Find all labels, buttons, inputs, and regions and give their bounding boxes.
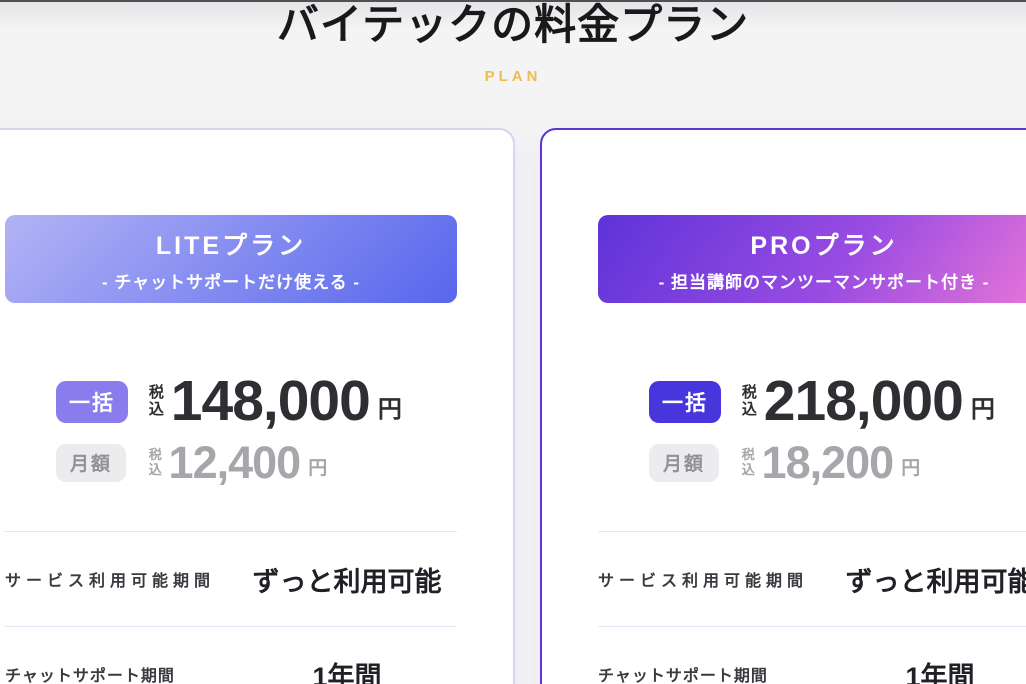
monthly-amount: 12,400 — [168, 437, 302, 488]
monthly-price-row: 月額 税込 18,200 円 — [649, 440, 1026, 485]
price-block: 一括 税込 218,000 円 月額 税込 18,200 円 — [649, 373, 1026, 485]
yen-unit: 円 — [901, 458, 921, 479]
plan-header-lite: LITEプラン - チャットサポートだけ使える - — [5, 215, 457, 303]
monthly-badge: 月額 — [56, 443, 126, 482]
feature-row-service-period: サービス利用可能期間 ずっと利用可能 — [5, 531, 457, 626]
monthly-price-row: 月額 税込 12,400 円 — [56, 440, 457, 485]
feature-value: 1年間 — [312, 661, 382, 684]
tax-included-label: 税込 — [741, 383, 757, 418]
lump-sum-badge: 一括 — [56, 380, 128, 423]
yen-unit: 円 — [308, 458, 328, 479]
plan-card-pro: PROプラン - 担当講師のマンツーマンサポート付き - 一括 税込 218,0… — [540, 128, 1026, 684]
yen-unit: 円 — [970, 396, 995, 423]
plan-header-pro: PROプラン - 担当講師のマンツーマンサポート付き - — [598, 215, 1026, 303]
price-block: 一括 税込 148,000 円 月額 税込 12,400 円 — [56, 373, 457, 485]
lump-sum-amount: 148,000 — [170, 369, 371, 433]
tax-included-label: 税込 — [148, 383, 164, 418]
feature-row-service-period: サービス利用可能期間 ずっと利用可能 — [598, 531, 1026, 626]
feature-label: チャットサポート期間 — [5, 668, 175, 684]
monthly-amount: 18,200 — [761, 437, 895, 488]
feature-list: サービス利用可能期間 ずっと利用可能 チャットサポート期間 1年間 — [598, 531, 1026, 684]
tax-included-label: 税込 — [741, 446, 755, 477]
tax-included-label: 税込 — [148, 446, 162, 477]
plan-tagline: - 担当講師のマンツーマンサポート付き - — [658, 272, 990, 292]
feature-row-chat-support: チャットサポート期間 1年間 — [598, 626, 1026, 684]
plan-tagline: - チャットサポートだけ使える - — [101, 272, 361, 292]
feature-value: 1年間 — [905, 661, 975, 684]
lump-sum-amount: 218,000 — [763, 369, 964, 433]
top-gradient-shade — [0, 2, 1026, 30]
feature-label: サービス利用可能期間 — [5, 573, 216, 590]
feature-row-chat-support: チャットサポート期間 1年間 — [5, 626, 457, 684]
lump-sum-price-row: 一括 税込 218,000 円 — [649, 373, 1026, 430]
feature-value: ずっと利用可能 — [252, 566, 442, 597]
lump-sum-badge: 一括 — [649, 380, 721, 423]
monthly-badge: 月額 — [649, 443, 719, 482]
plan-name: LITEプラン — [155, 231, 307, 260]
feature-label: チャットサポート期間 — [598, 668, 768, 684]
page-header: バイテックの料金プラン PLAN — [0, 0, 1026, 86]
feature-value: ずっと利用可能 — [845, 566, 1026, 597]
page-title: バイテックの料金プラン — [276, 1, 750, 48]
plan-card-lite: LITEプラン - チャットサポートだけ使える - 一括 税込 148,000 … — [0, 128, 515, 684]
page-subtitle: PLAN — [484, 68, 542, 85]
feature-list: サービス利用可能期間 ずっと利用可能 チャットサポート期間 1年間 — [5, 531, 457, 684]
plan-name: PROプラン — [750, 231, 898, 260]
feature-label: サービス利用可能期間 — [598, 573, 809, 590]
top-edge-line — [0, 0, 1026, 2]
lump-sum-price-row: 一括 税込 148,000 円 — [56, 373, 457, 430]
yen-unit: 円 — [377, 396, 402, 423]
